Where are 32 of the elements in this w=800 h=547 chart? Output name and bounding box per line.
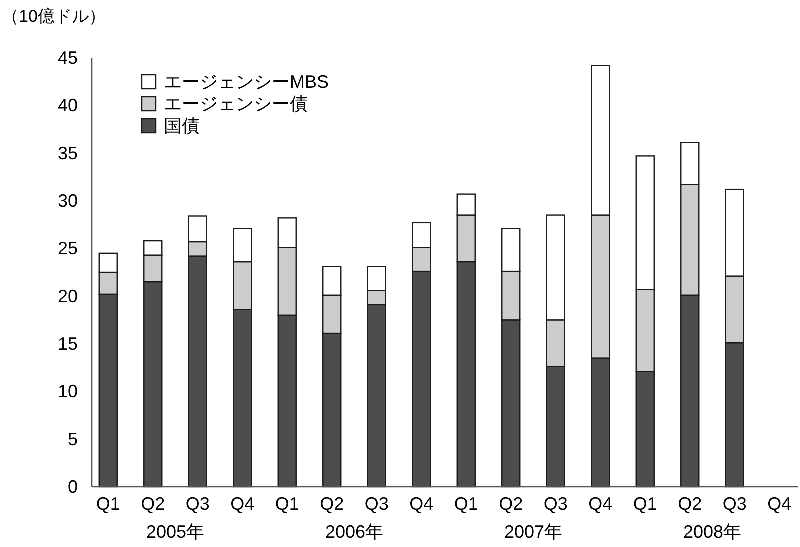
text: 2006年 — [325, 522, 384, 542]
x-tick-label: Q2 — [499, 494, 524, 514]
x-tick-label: Q2 — [320, 494, 344, 514]
x-tick-label: Q1 — [633, 494, 658, 514]
y-tick-label: 10 — [58, 382, 78, 402]
y-tick-label: 15 — [58, 334, 78, 354]
y-tick-label: 30 — [58, 191, 78, 211]
y-axis-title: （10億ドル） — [2, 7, 106, 26]
y-tick-label: 45 — [58, 48, 78, 68]
x-tick-label: Q4 — [410, 494, 434, 514]
y-tick-label: 5 — [68, 429, 78, 450]
x-tick-label: Q2 — [678, 494, 702, 514]
x-tick-label: Q3 — [722, 494, 747, 514]
x-tick-label: Q1 — [96, 494, 120, 514]
x-tick-label: Q3 — [364, 494, 389, 514]
text: 2007年 — [504, 522, 563, 542]
y-tick-label: 25 — [58, 238, 78, 259]
x-tick-label: Q4 — [230, 494, 255, 514]
text: 2005年 — [146, 522, 205, 542]
x-tick-label: Q3 — [544, 494, 568, 514]
x-tick-label: Q1 — [454, 494, 478, 514]
y-tick-label: 40 — [58, 96, 78, 116]
y-tick-label: 20 — [58, 286, 78, 306]
x-tick-label: Q4 — [768, 494, 792, 514]
legend-label: 国債 — [164, 116, 200, 136]
y-tick-label: 0 — [68, 477, 78, 497]
x-tick-label: Q1 — [275, 494, 300, 514]
y-tick-label: 35 — [58, 143, 78, 164]
x-tick-label: Q2 — [141, 494, 166, 514]
text: 2008年 — [683, 522, 742, 542]
x-tick-label: Q3 — [186, 494, 210, 514]
x-tick-label: Q4 — [588, 494, 613, 514]
